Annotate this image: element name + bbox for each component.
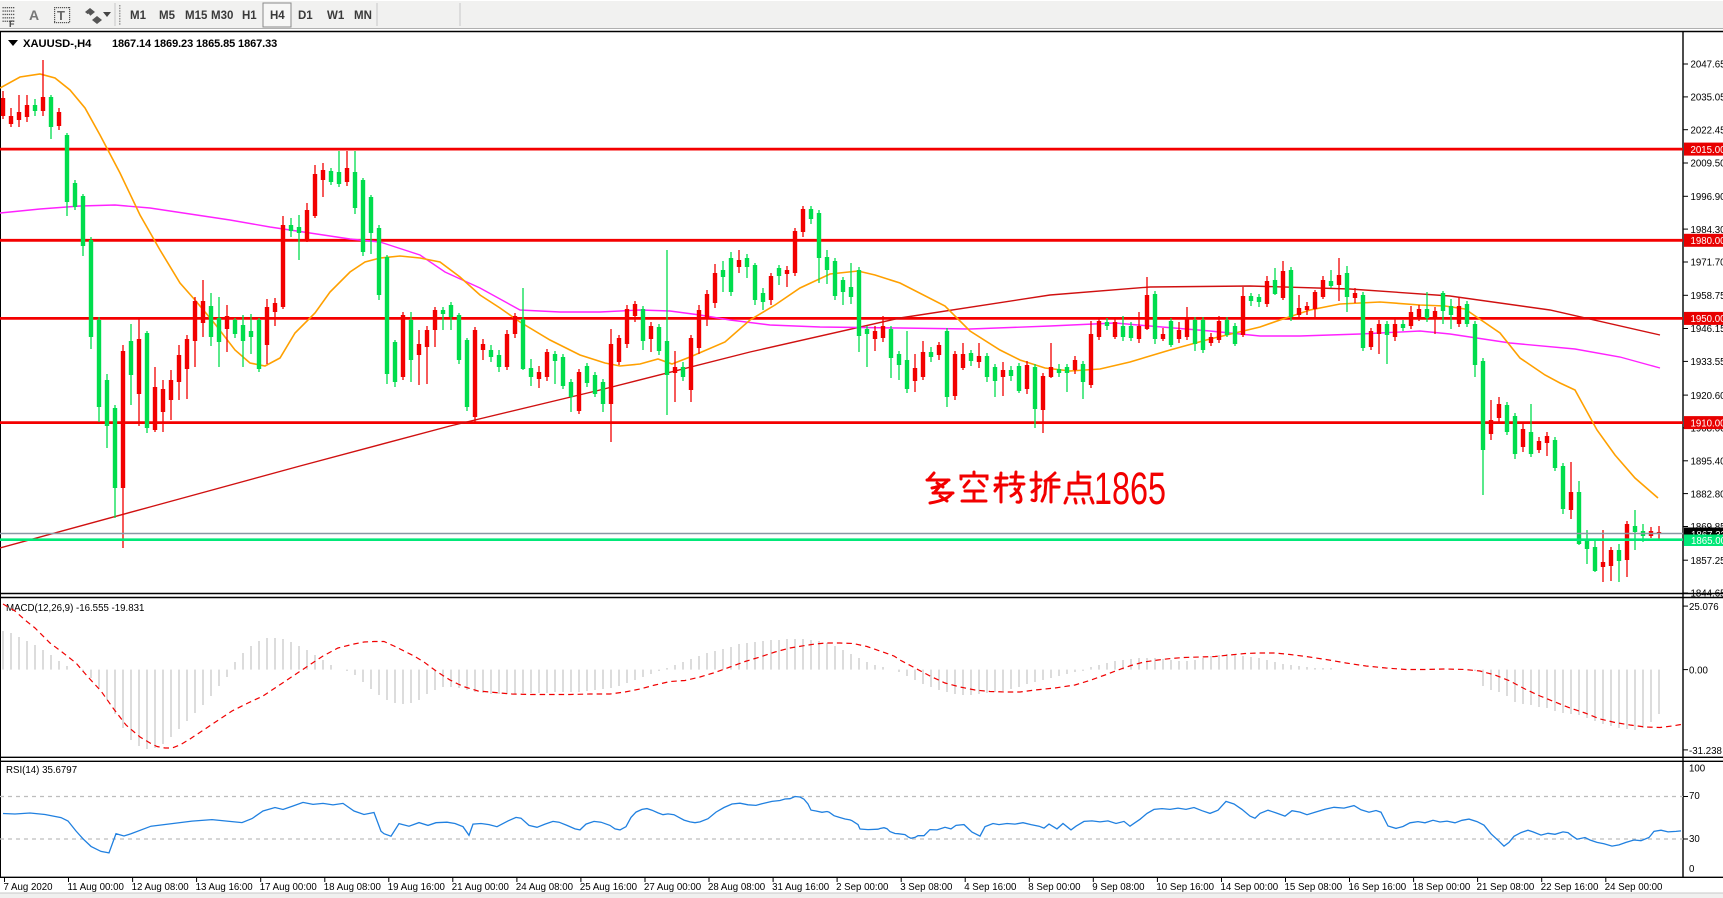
svg-text:13 Aug 16:00: 13 Aug 16:00: [196, 882, 254, 893]
svg-text:31 Aug 16:00: 31 Aug 16:00: [772, 882, 830, 893]
svg-text:22 Sep 16:00: 22 Sep 16:00: [1541, 882, 1599, 893]
svg-text:1933.55: 1933.55: [1691, 357, 1723, 368]
svg-text:17 Aug 00:00: 17 Aug 00:00: [260, 882, 318, 893]
svg-text:8 Sep 00:00: 8 Sep 00:00: [1028, 882, 1081, 893]
svg-text:MACD(12,26,9) -16.555 -19.831: MACD(12,26,9) -16.555 -19.831: [6, 603, 144, 614]
svg-text:70: 70: [1689, 791, 1700, 802]
svg-text:M1: M1: [130, 10, 147, 22]
svg-text:18 Aug 08:00: 18 Aug 08:00: [324, 882, 382, 893]
svg-text:1950.00: 1950.00: [1691, 314, 1723, 325]
svg-text:27 Aug 00:00: 27 Aug 00:00: [644, 882, 702, 893]
svg-text:XAUUSD-,H4: XAUUSD-,H4: [23, 38, 92, 50]
svg-text:30: 30: [1689, 834, 1700, 845]
svg-text:15 Sep 08:00: 15 Sep 08:00: [1285, 882, 1343, 893]
svg-text:1958.75: 1958.75: [1691, 291, 1723, 302]
svg-text:RSI(14) 35.6797: RSI(14) 35.6797: [6, 765, 77, 776]
svg-text:2015.00: 2015.00: [1691, 145, 1723, 156]
svg-text:H1: H1: [242, 10, 257, 22]
svg-text:100: 100: [1689, 764, 1706, 775]
svg-text:25 Aug 16:00: 25 Aug 16:00: [580, 882, 638, 893]
svg-text:2009.50: 2009.50: [1691, 159, 1723, 170]
svg-text:2 Sep 00:00: 2 Sep 00:00: [836, 882, 889, 893]
svg-text:M5: M5: [159, 10, 176, 22]
svg-text:T: T: [57, 8, 65, 23]
svg-text:21 Sep 08:00: 21 Sep 08:00: [1477, 882, 1535, 893]
svg-text:1946.15: 1946.15: [1691, 324, 1723, 335]
svg-text:0.00: 0.00: [1689, 666, 1708, 677]
svg-text:F: F: [9, 19, 15, 29]
svg-text:24 Sep 00:00: 24 Sep 00:00: [1605, 882, 1663, 893]
svg-text:18 Sep 00:00: 18 Sep 00:00: [1413, 882, 1471, 893]
svg-text:25.076: 25.076: [1689, 602, 1719, 613]
svg-text:1996.90: 1996.90: [1691, 192, 1723, 203]
svg-text:1984.30: 1984.30: [1691, 225, 1723, 236]
svg-text:M15: M15: [185, 10, 208, 22]
svg-text:21 Aug 00:00: 21 Aug 00:00: [452, 882, 510, 893]
svg-text:28 Aug 08:00: 28 Aug 08:00: [708, 882, 766, 893]
svg-text:7 Aug 2020: 7 Aug 2020: [4, 882, 54, 893]
svg-text:W1: W1: [327, 10, 345, 22]
svg-text:11 Aug 00:00: 11 Aug 00:00: [68, 882, 125, 893]
svg-text:16 Sep 16:00: 16 Sep 16:00: [1349, 882, 1407, 893]
svg-text:14 Sep 00:00: 14 Sep 00:00: [1221, 882, 1279, 893]
svg-text:1865: 1865: [1094, 463, 1166, 514]
svg-text:M30: M30: [211, 10, 233, 22]
svg-text:1920.60: 1920.60: [1691, 391, 1723, 402]
svg-text:1865.00: 1865.00: [1691, 536, 1723, 547]
svg-text:1857.25: 1857.25: [1691, 556, 1723, 567]
svg-text:2022.45: 2022.45: [1691, 125, 1723, 136]
svg-text:12 Aug 08:00: 12 Aug 08:00: [132, 882, 190, 893]
svg-text:MN: MN: [354, 10, 372, 22]
svg-text:2035.05: 2035.05: [1691, 93, 1723, 104]
svg-text:19 Aug 16:00: 19 Aug 16:00: [388, 882, 446, 893]
svg-text:3 Sep 08:00: 3 Sep 08:00: [900, 882, 953, 893]
svg-text:1910.00: 1910.00: [1691, 418, 1723, 429]
svg-text:2047.65: 2047.65: [1691, 60, 1723, 71]
svg-text:9 Sep 08:00: 9 Sep 08:00: [1092, 882, 1145, 893]
svg-text:-31.238: -31.238: [1689, 746, 1722, 757]
svg-text:1844.65: 1844.65: [1691, 589, 1723, 600]
svg-text:1895.40: 1895.40: [1691, 457, 1723, 468]
svg-text:D1: D1: [298, 10, 313, 22]
svg-text:0: 0: [1689, 864, 1695, 875]
svg-text:4 Sep 16:00: 4 Sep 16:00: [964, 882, 1017, 893]
svg-text:1867.14 1869.23 1865.85 1867.3: 1867.14 1869.23 1865.85 1867.33: [112, 38, 277, 50]
svg-text:A: A: [29, 7, 39, 23]
svg-text:1980.00: 1980.00: [1691, 236, 1723, 247]
svg-text:1971.70: 1971.70: [1691, 258, 1723, 269]
svg-text:10 Sep 16:00: 10 Sep 16:00: [1156, 882, 1214, 893]
svg-text:1882.80: 1882.80: [1691, 489, 1723, 500]
svg-text:24 Aug 08:00: 24 Aug 08:00: [516, 882, 574, 893]
svg-text:H4: H4: [270, 10, 285, 22]
